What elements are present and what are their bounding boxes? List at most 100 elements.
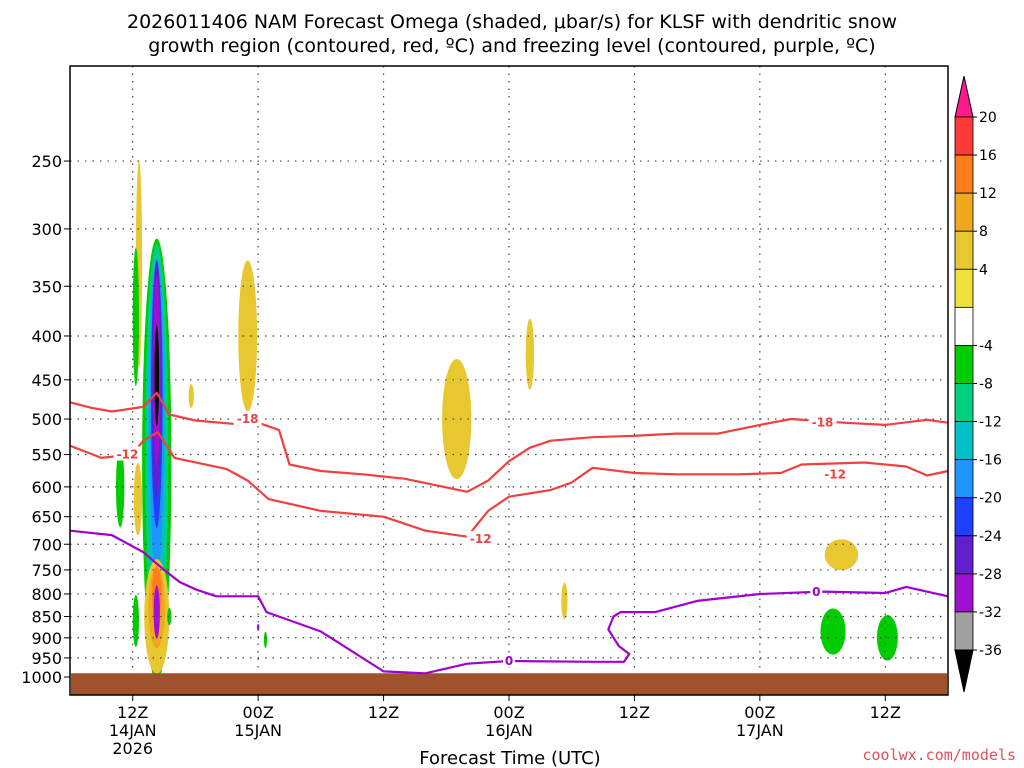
contour-label-bg <box>466 530 495 545</box>
omega-cell <box>525 318 535 390</box>
contour-label-bg <box>808 414 837 429</box>
omega-cell <box>115 446 125 528</box>
omega-cell <box>442 358 472 480</box>
colorbar-label: -4 <box>979 338 993 354</box>
plot-frame <box>69 65 949 696</box>
y-tick-label: 950 <box>31 649 62 668</box>
colorbar-label: 20 <box>979 110 997 126</box>
colorbar-cell <box>954 421 974 461</box>
colorbar-cell <box>954 154 974 194</box>
colorbar-cell <box>954 459 974 499</box>
x-tick-label-date: 17JAN <box>736 721 784 740</box>
omega-cell <box>154 325 160 427</box>
grid-lines <box>70 66 948 695</box>
colorbar-label: -12 <box>979 415 1002 431</box>
omega-cell <box>824 539 859 571</box>
y-axis: 250 300 350 400 450 500 550 600 650 700 750 800 850 9… <box>21 152 70 687</box>
colorbar-label: -36 <box>979 643 1002 659</box>
colorbar-cell <box>954 116 974 156</box>
omega-cell <box>263 631 268 649</box>
contour-label-bg <box>233 411 262 426</box>
omega-cell <box>820 608 846 655</box>
contour-label-bg <box>810 584 823 599</box>
y-tick-label: 500 <box>31 410 62 429</box>
x-tick-label-time: 12Z <box>368 703 399 722</box>
x-tick-label-date: 15JAN <box>234 721 282 740</box>
y-tick-label: 1000 <box>21 668 62 687</box>
y-tick-label: 750 <box>31 561 62 580</box>
colorbar-label: -24 <box>979 529 1002 545</box>
colorbar-label: -20 <box>979 491 1002 507</box>
contour-label: -18 <box>812 416 834 430</box>
omega-cell <box>167 607 172 626</box>
x-tick-label-time: 00Z <box>744 703 775 722</box>
x-tick-label-time: 12Z <box>619 703 650 722</box>
colorbar-label: -32 <box>979 605 1002 621</box>
colorbar-cell <box>954 497 974 537</box>
colorbar-cell <box>954 649 974 693</box>
omega-cell <box>561 582 568 620</box>
omega-cell <box>133 462 143 536</box>
colorbar-cell <box>954 230 974 270</box>
y-tick-label: 400 <box>31 327 62 346</box>
y-tick-label: 550 <box>31 445 62 464</box>
contour-label-bg <box>113 446 142 461</box>
colorbar-cell <box>954 192 974 232</box>
chart-title-line-2: growth region (contoured, red, ºC) and f… <box>148 35 875 57</box>
x-tick-label-year: 2026 <box>112 739 153 758</box>
x-tick-label-time: 12Z <box>117 703 148 722</box>
colorbar-cell <box>954 573 974 613</box>
colorbar-label: 12 <box>979 186 997 202</box>
colorbar: 20 16 12 8 4 -4 -8 -12 -16 -20 -24 -28 -32 -36 <box>954 75 1002 693</box>
contour-0 <box>69 529 949 675</box>
chart-title-line-1: 2026011406 NAM Forecast Omega (shaded, μ… <box>127 11 897 33</box>
omega-cell <box>238 260 258 412</box>
omega-cell <box>153 585 160 639</box>
y-tick-label: 250 <box>31 152 62 171</box>
y-tick-label: 350 <box>31 277 62 296</box>
x-tick-label-date: 16JAN <box>485 721 533 740</box>
omega-cell <box>256 623 260 631</box>
y-tick-label: 900 <box>31 629 62 648</box>
colorbar-cell <box>954 268 974 308</box>
contours: -18 -18 -12 -12 -12 0 0 <box>69 391 949 675</box>
y-tick-label: 650 <box>31 508 62 527</box>
contour-label: -12 <box>824 467 846 481</box>
omega-cell <box>876 615 898 661</box>
colorbar-label: -28 <box>979 567 1002 583</box>
credit-text: coolwx.com/models <box>862 746 1016 764</box>
x-tick-label-time: 00Z <box>493 703 524 722</box>
colorbar-label: 4 <box>979 262 988 278</box>
contour-label: -12 <box>470 532 492 546</box>
x-tick-label-time: 00Z <box>242 703 273 722</box>
contour--12 <box>69 431 949 538</box>
y-tick-label: 450 <box>31 371 62 390</box>
contour-label: 0 <box>505 654 513 668</box>
colorbar-label: 16 <box>979 148 997 164</box>
colorbar-cell <box>954 306 974 346</box>
contour-label-bg <box>503 653 515 668</box>
x-tick-label-time: 12Z <box>870 703 901 722</box>
omega-cell <box>132 247 139 387</box>
y-tick-label: 700 <box>31 535 62 554</box>
colorbar-cell <box>954 383 974 422</box>
y-tick-label: 800 <box>31 585 62 604</box>
omega-cell <box>188 384 194 408</box>
colorbar-cell <box>954 345 974 384</box>
colorbar-label: -8 <box>979 377 993 393</box>
contour-label: -18 <box>237 412 259 426</box>
contour--18 <box>69 391 949 493</box>
colorbar-cell <box>954 535 974 575</box>
colorbar-label: -16 <box>979 453 1002 469</box>
y-tick-label: 850 <box>31 608 62 627</box>
colorbar-cell <box>954 75 974 118</box>
y-tick-label: 300 <box>31 220 62 239</box>
colorbar-cell <box>954 611 974 651</box>
colorbar-label: 8 <box>979 224 988 240</box>
contour-label: -12 <box>117 447 139 461</box>
terrain-fill <box>71 673 947 695</box>
x-tick-label-date: 14JAN <box>109 721 157 740</box>
contour-label: 0 <box>812 585 820 599</box>
